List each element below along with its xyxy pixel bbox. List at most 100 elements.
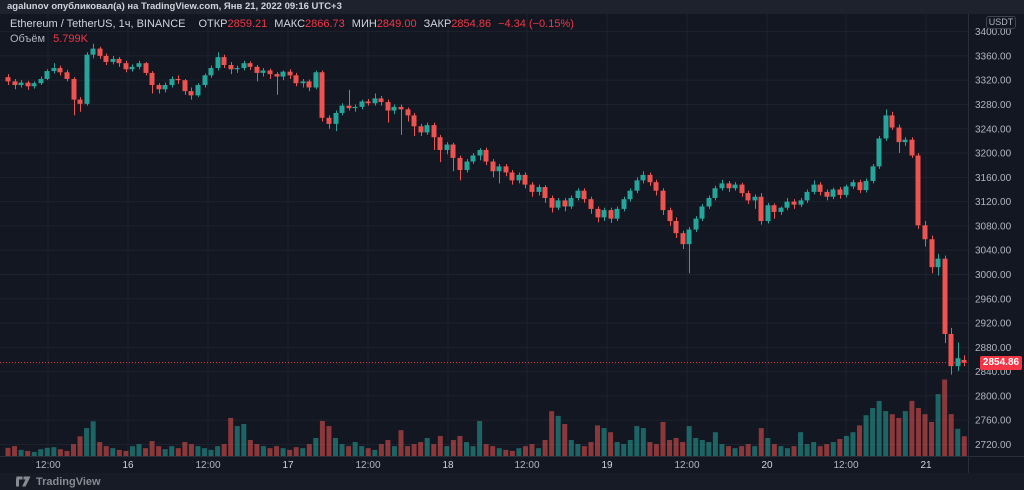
candle-body[interactable] — [739, 184, 745, 194]
volume-bar[interactable] — [110, 448, 116, 456]
candle-body[interactable] — [562, 200, 568, 207]
volume-bar[interactable] — [391, 446, 397, 456]
candle-body[interactable] — [339, 105, 345, 113]
volume-bar[interactable] — [817, 446, 823, 456]
candle-body[interactable] — [464, 161, 470, 171]
candle-body[interactable] — [791, 201, 797, 205]
volume-bar[interactable] — [405, 446, 411, 456]
candle-body[interactable] — [935, 258, 941, 268]
candle-body[interactable] — [693, 218, 699, 230]
volume-bar[interactable] — [169, 446, 175, 456]
volume-bar[interactable] — [44, 447, 50, 456]
volume-bar[interactable] — [5, 447, 11, 456]
volume-bar[interactable] — [385, 440, 391, 456]
candle-body[interactable] — [765, 205, 771, 222]
volume-bar[interactable] — [837, 439, 843, 456]
candle-body[interactable] — [595, 208, 601, 218]
volume-bar[interactable] — [522, 446, 528, 456]
candle-body[interactable] — [162, 85, 168, 90]
candle-body[interactable] — [418, 126, 424, 133]
candle-body[interactable] — [542, 187, 548, 198]
volume-bar[interactable] — [306, 444, 312, 456]
volume-bar[interactable] — [260, 446, 266, 456]
candle-body[interactable] — [365, 101, 371, 104]
candle-body[interactable] — [555, 200, 561, 208]
volume-bar[interactable] — [90, 421, 96, 456]
volume-bar[interactable] — [791, 446, 797, 456]
candle-body[interactable] — [889, 115, 895, 128]
volume-bar[interactable] — [712, 432, 718, 456]
volume-bar[interactable] — [804, 444, 810, 456]
volume-bar[interactable] — [961, 436, 967, 456]
candle-body[interactable] — [450, 144, 456, 158]
candle-body[interactable] — [673, 221, 679, 234]
candle-body[interactable] — [804, 191, 810, 201]
volume-bar[interactable] — [581, 446, 587, 456]
volume-bar[interactable] — [31, 451, 37, 456]
candle-body[interactable] — [149, 72, 155, 86]
volume-bar[interactable] — [673, 437, 679, 456]
volume-bar[interactable] — [431, 444, 437, 456]
currency-toggle-button[interactable]: USDT — [986, 16, 1016, 29]
volume-bar[interactable] — [195, 446, 201, 456]
candle-body[interactable] — [581, 190, 587, 200]
volume-bar[interactable] — [889, 414, 895, 456]
candle-body[interactable] — [352, 106, 358, 109]
candle-body[interactable] — [902, 139, 908, 143]
volume-bar[interactable] — [156, 446, 162, 456]
volume-bar[interactable] — [948, 414, 954, 456]
volume-bar[interactable] — [25, 450, 31, 456]
candle-body[interactable] — [143, 63, 149, 73]
volume-bar[interactable] — [424, 437, 430, 456]
candle-body[interactable] — [431, 125, 437, 138]
volume-bar[interactable] — [143, 448, 149, 456]
volume-bar[interactable] — [12, 446, 18, 456]
candle-body[interactable] — [496, 166, 502, 172]
candle-body[interactable] — [798, 200, 804, 205]
volume-bar[interactable] — [84, 428, 90, 456]
candle-body[interactable] — [483, 150, 489, 162]
candle-body[interactable] — [306, 81, 312, 88]
volume-bar[interactable] — [640, 428, 646, 456]
volume-bar[interactable] — [51, 447, 57, 456]
candle-body[interactable] — [843, 186, 849, 195]
candle-body[interactable] — [31, 83, 37, 87]
volume-bar[interactable] — [942, 379, 948, 457]
volume-bar[interactable] — [627, 440, 633, 456]
candle-body[interactable] — [254, 66, 260, 73]
volume-bar[interactable] — [215, 446, 221, 456]
candle-body[interactable] — [509, 172, 515, 181]
candle-body[interactable] — [313, 72, 319, 88]
candle-body[interactable] — [627, 190, 633, 200]
volume-bar[interactable] — [562, 424, 568, 456]
volume-bar[interactable] — [149, 441, 155, 456]
candle-body[interactable] — [863, 180, 869, 191]
time-axis[interactable] — [0, 456, 968, 473]
volume-bar[interactable] — [516, 448, 522, 456]
volume-bar[interactable] — [667, 440, 673, 456]
volume-bar[interactable] — [18, 449, 24, 456]
volume-bar[interactable] — [588, 442, 594, 456]
candle-body[interactable] — [850, 182, 856, 187]
candle-body[interactable] — [97, 48, 103, 56]
volume-bar[interactable] — [352, 442, 358, 456]
candle-body[interactable] — [778, 207, 784, 212]
candle-body[interactable] — [84, 54, 90, 104]
volume-bar[interactable] — [450, 440, 456, 456]
volume-bar[interactable] — [719, 444, 725, 456]
volume-bar[interactable] — [496, 448, 502, 456]
symbol-title[interactable]: Ethereum / TetherUS, 1ч, BINANCE — [10, 18, 186, 30]
volume-bar[interactable] — [752, 446, 758, 456]
candle-body[interactable] — [202, 75, 208, 86]
candle-body[interactable] — [77, 99, 83, 104]
candle-body[interactable] — [293, 75, 299, 84]
volume-bar[interactable] — [175, 448, 181, 456]
volume-bar[interactable] — [470, 446, 476, 456]
volume-bar[interactable] — [614, 442, 620, 456]
volume-bar[interactable] — [418, 442, 424, 456]
volume-bar[interactable] — [863, 415, 869, 456]
volume-bar[interactable] — [824, 444, 830, 456]
volume-bar[interactable] — [38, 449, 44, 456]
volume-bar[interactable] — [346, 446, 352, 456]
volume-bar[interactable] — [739, 446, 745, 456]
